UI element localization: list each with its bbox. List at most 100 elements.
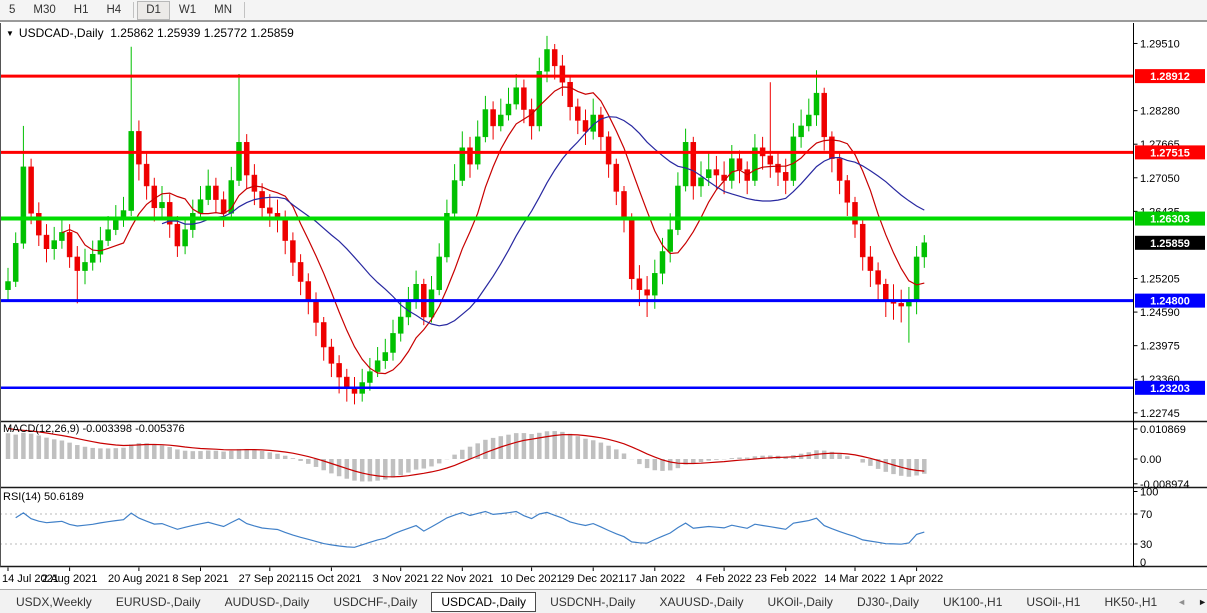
- symbol-tab-ukoil-daily[interactable]: UKOil-,Daily: [758, 592, 843, 612]
- candle: [498, 115, 503, 126]
- svg-text:1.23203: 1.23203: [1150, 383, 1190, 395]
- candle: [213, 186, 218, 200]
- symbol-tab-dj30-daily[interactable]: DJ30-,Daily: [847, 592, 929, 612]
- svg-text:0.010869: 0.010869: [1140, 424, 1186, 436]
- candle: [321, 322, 326, 347]
- candle: [468, 148, 473, 164]
- candle: [614, 164, 619, 191]
- symbol-tab-audusd-daily[interactable]: AUDUSD-,Daily: [215, 592, 320, 612]
- candle: [398, 317, 403, 333]
- candle: [691, 142, 696, 186]
- candle: [136, 131, 141, 164]
- candle: [545, 49, 550, 71]
- candle: [21, 167, 26, 243]
- symbol-tab-usdx-weekly[interactable]: USDX,Weekly: [6, 592, 102, 612]
- date-axis-label: 2 Aug 2021: [42, 573, 98, 585]
- toolbar-separator: [133, 2, 134, 18]
- candle: [6, 282, 11, 290]
- symbol-tab-usoil-h1[interactable]: USOil-,H1: [1016, 592, 1090, 612]
- date-axis-label: 29 Dec 2021: [562, 573, 624, 585]
- svg-text:1.28912: 1.28912: [1150, 71, 1190, 83]
- candle: [75, 257, 80, 271]
- candle: [206, 186, 211, 200]
- timeframe-button-h1[interactable]: H1: [65, 1, 98, 20]
- timeframe-button-5[interactable]: 5: [0, 1, 24, 20]
- candle: [129, 131, 134, 210]
- candle: [668, 230, 673, 252]
- candle: [776, 164, 781, 172]
- candle: [83, 262, 88, 270]
- symbol-tab-usdchf-daily[interactable]: USDCHF-,Daily: [323, 592, 427, 612]
- date-axis-label: 8 Sep 2021: [172, 573, 228, 585]
- candle: [237, 142, 242, 180]
- candle: [344, 377, 349, 388]
- candle: [537, 71, 542, 126]
- candle: [845, 181, 850, 203]
- candle: [367, 372, 372, 383]
- svg-text:1.22745: 1.22745: [1140, 408, 1180, 420]
- candle: [306, 282, 311, 301]
- date-axis-label: 1 Apr 2022: [890, 573, 943, 585]
- candle: [414, 284, 419, 300]
- candle: [375, 361, 380, 372]
- timeframe-button-d1[interactable]: D1: [137, 1, 170, 20]
- candle: [768, 156, 773, 164]
- candle: [429, 290, 434, 317]
- date-axis-label: 4 Feb 2022: [696, 573, 752, 585]
- symbol-tab-uk100-h1[interactable]: UK100-,H1: [933, 592, 1012, 612]
- timeframe-button-h4[interactable]: H4: [97, 1, 130, 20]
- candle: [791, 137, 796, 181]
- candle: [729, 159, 734, 181]
- candle: [575, 107, 580, 121]
- svg-text:1.29510: 1.29510: [1140, 38, 1180, 50]
- candle: [337, 363, 342, 377]
- candle: [190, 213, 195, 229]
- candle: [452, 181, 457, 214]
- candle: [144, 164, 149, 186]
- symbol-tab-eurusd-daily[interactable]: EURUSD-,Daily: [106, 592, 211, 612]
- candle: [52, 241, 57, 249]
- candle: [437, 257, 442, 290]
- candle: [675, 186, 680, 230]
- candle: [506, 104, 511, 115]
- svg-text:0.00: 0.00: [1140, 454, 1161, 466]
- candle: [560, 66, 565, 82]
- svg-text:1.24590: 1.24590: [1140, 307, 1180, 319]
- candle: [175, 224, 180, 246]
- date-axis-label: 10 Dec 2021: [500, 573, 562, 585]
- date-axis-label: 17 Jan 2022: [625, 573, 686, 585]
- symbol-tab-usdcad-daily[interactable]: USDCAD-,Daily: [431, 592, 536, 612]
- chart-region: 1.295101.282801.276651.270501.264351.252…: [0, 21, 1207, 589]
- svg-text:0: 0: [1140, 557, 1146, 569]
- timeframe-button-mn[interactable]: MN: [205, 1, 241, 20]
- symbol-tab-xauusd-daily[interactable]: XAUUSD-,Daily: [649, 592, 753, 612]
- symbol-tab-hk50-h1[interactable]: HK50-,H1: [1094, 592, 1167, 612]
- candle: [183, 230, 188, 246]
- candle: [783, 172, 788, 180]
- candle: [244, 142, 249, 175]
- symbol-tab-usdcnh-daily[interactable]: USDCNH-,Daily: [540, 592, 645, 612]
- candle: [868, 257, 873, 271]
- tab-scroll-arrows: ◄►: [1177, 597, 1207, 607]
- svg-text:1.26303: 1.26303: [1150, 214, 1190, 226]
- candle: [514, 88, 519, 104]
- candle: [914, 257, 919, 301]
- candle: [44, 235, 49, 249]
- tab-scroll-left-icon[interactable]: ◄: [1177, 597, 1186, 607]
- candle: [822, 93, 827, 137]
- candle: [683, 142, 688, 186]
- timeframe-button-m30[interactable]: M30: [24, 1, 64, 20]
- candle: [290, 241, 295, 263]
- svg-text:1.27515: 1.27515: [1150, 147, 1190, 159]
- date-axis-label: 20 Aug 2021: [108, 573, 170, 585]
- timeframe-button-w1[interactable]: W1: [170, 1, 205, 20]
- candle: [568, 82, 573, 107]
- price-chart-canvas[interactable]: 1.295101.282801.276651.270501.264351.252…: [0, 21, 1207, 589]
- candle: [706, 170, 711, 178]
- candle: [483, 110, 488, 137]
- candle: [606, 137, 611, 164]
- svg-text:100: 100: [1140, 487, 1158, 499]
- tab-scroll-right-icon[interactable]: ►: [1198, 597, 1207, 607]
